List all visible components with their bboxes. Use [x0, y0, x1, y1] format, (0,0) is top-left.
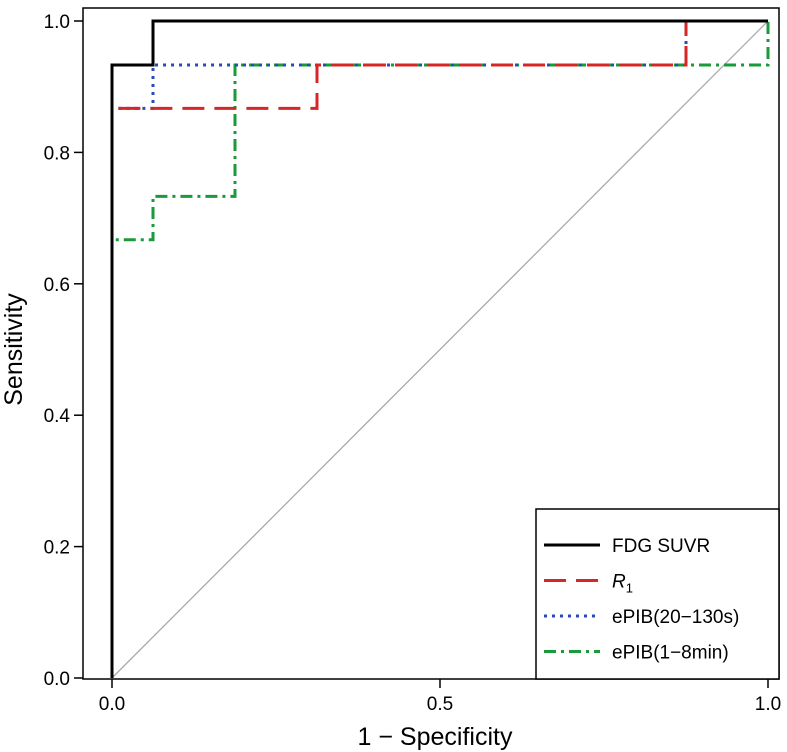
- legend-label: FDG SUVR: [612, 536, 710, 557]
- x-tick-label: 0.5: [427, 694, 453, 715]
- legend-label: ePIB(1−8min): [612, 643, 729, 664]
- y-tick-label: 0.0: [44, 669, 70, 690]
- x-axis-title: 1 − Specificity: [358, 723, 513, 751]
- plot-frame: [82, 7, 780, 680]
- y-tick-label: 1.0: [44, 12, 70, 33]
- series-line-epib-1-8min: [110, 21, 770, 678]
- y-tick-label: 0.2: [44, 538, 70, 559]
- plot-area: [110, 19, 770, 679]
- x-tick-label: 1.0: [755, 694, 781, 715]
- legend: FDG SUVR R1 ePIB(20−130s) ePIB(1−8min): [535, 508, 780, 680]
- reference-diagonal-line: [111, 20, 769, 679]
- series-line-fdg-suvr: [110, 19, 768, 678]
- legend-label: R1: [612, 572, 633, 596]
- y-tick-label: 0.6: [44, 275, 70, 296]
- legend-label: ePIB(20−130s): [612, 607, 739, 628]
- x-tick-label: 0.0: [99, 694, 125, 715]
- y-tick-label: 0.8: [44, 143, 70, 164]
- y-axis-title: Sensitivity: [0, 293, 28, 406]
- y-tick-label: 0.4: [44, 406, 71, 427]
- axes: 0.0 0.2 0.4 0.6 0.8 1.0 0.0 0.5 1.0 1 − Specifici…: [0, 7, 781, 751]
